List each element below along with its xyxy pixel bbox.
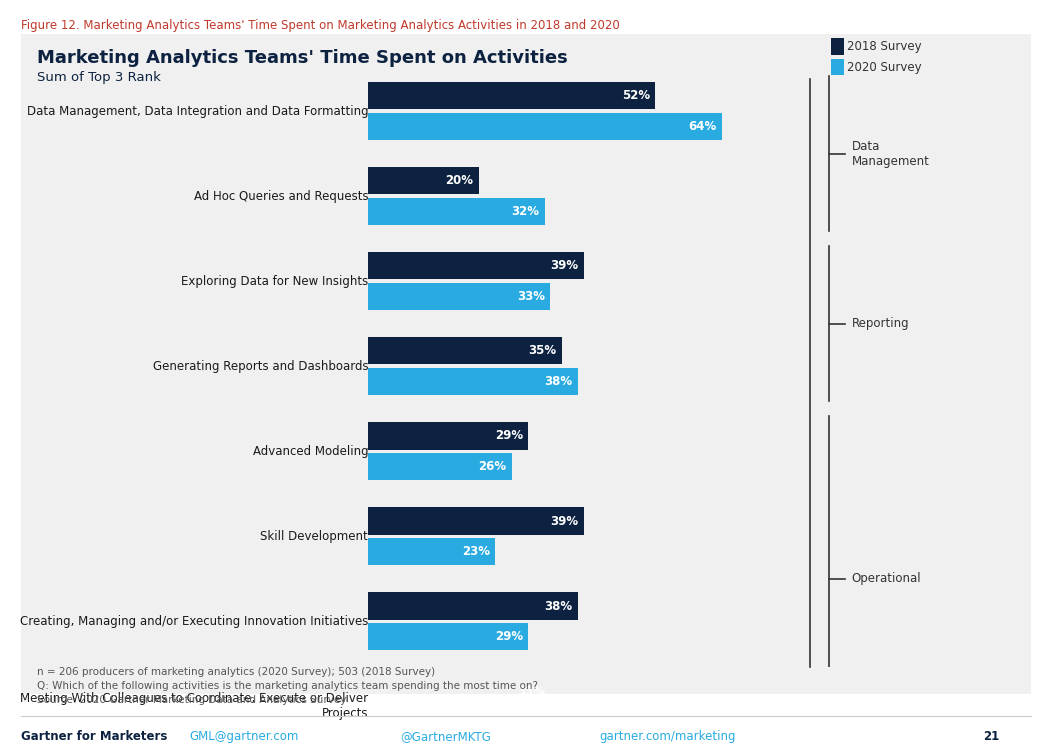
Text: @GartnerMKTG: @GartnerMKTG <box>400 730 490 743</box>
Text: gartner.com/marketing: gartner.com/marketing <box>600 730 736 743</box>
Text: 33%: 33% <box>517 685 545 697</box>
Text: 2020 Survey: 2020 Survey <box>847 60 922 74</box>
Text: Data
Management: Data Management <box>852 139 930 167</box>
Bar <box>368 198 545 225</box>
Text: 38%: 38% <box>545 599 572 612</box>
Text: Advanced Modeling: Advanced Modeling <box>252 445 368 458</box>
FancyBboxPatch shape <box>21 34 1031 694</box>
Text: Exploring Data for New Insights: Exploring Data for New Insights <box>181 274 368 288</box>
Text: 20%: 20% <box>445 174 473 187</box>
Text: Meeting With Colleagues to Coordinate, Execute or Deliver Projects: Meeting With Colleagues to Coordinate, E… <box>20 692 368 721</box>
Text: n = 206 producers of marketing analytics (2020 Survey); 503 (2018 Survey)
Q: Whi: n = 206 producers of marketing analytics… <box>37 667 538 705</box>
Text: Sum of Top 3 Rank: Sum of Top 3 Rank <box>37 71 161 84</box>
Text: Marketing Analytics Teams' Time Spent on Activities: Marketing Analytics Teams' Time Spent on… <box>37 49 568 67</box>
Text: Skill Development: Skill Development <box>261 530 368 543</box>
Text: 52%: 52% <box>622 89 650 103</box>
Bar <box>368 538 495 566</box>
Text: 39%: 39% <box>550 259 579 272</box>
Text: 38%: 38% <box>545 375 572 388</box>
Bar <box>368 624 528 651</box>
Text: 29%: 29% <box>494 630 523 643</box>
Text: Ad Hoc Queries and Requests: Ad Hoc Queries and Requests <box>194 190 368 203</box>
Bar <box>368 422 528 449</box>
Text: 30%: 30% <box>501 716 528 728</box>
Bar <box>368 113 722 140</box>
Bar <box>368 708 533 735</box>
Bar <box>368 507 584 535</box>
Text: 33%: 33% <box>517 290 545 303</box>
Text: Figure 12. Marketing Analytics Teams' Time Spent on Marketing Analytics Activiti: Figure 12. Marketing Analytics Teams' Ti… <box>21 19 620 32</box>
Text: Creating, Managing and/or Executing Innovation Initiatives: Creating, Managing and/or Executing Inno… <box>20 615 368 628</box>
Bar <box>368 82 655 109</box>
Bar <box>368 453 511 480</box>
Text: GML@gartner.com: GML@gartner.com <box>189 730 299 743</box>
Text: 35%: 35% <box>528 345 555 357</box>
Bar <box>368 253 584 280</box>
Bar <box>368 337 562 364</box>
Text: Operational: Operational <box>852 572 922 585</box>
Text: 26%: 26% <box>479 460 506 474</box>
Text: 32%: 32% <box>511 205 540 218</box>
Text: Reporting: Reporting <box>852 317 909 330</box>
Text: Generating Reports and Dashboards: Generating Reports and Dashboards <box>153 360 368 372</box>
Bar <box>368 593 579 620</box>
Bar <box>368 678 550 705</box>
Bar <box>368 368 579 395</box>
Text: 29%: 29% <box>494 430 523 443</box>
Text: Data Management, Data Integration and Data Formatting: Data Management, Data Integration and Da… <box>26 105 368 118</box>
Text: 39%: 39% <box>550 514 579 528</box>
Text: 23%: 23% <box>462 545 490 558</box>
Text: 2018 Survey: 2018 Survey <box>847 40 922 54</box>
Text: 64%: 64% <box>688 120 716 133</box>
Bar <box>368 283 550 310</box>
Bar <box>368 167 479 195</box>
Text: 21: 21 <box>984 730 999 743</box>
Text: Gartner for Marketers: Gartner for Marketers <box>21 730 167 743</box>
